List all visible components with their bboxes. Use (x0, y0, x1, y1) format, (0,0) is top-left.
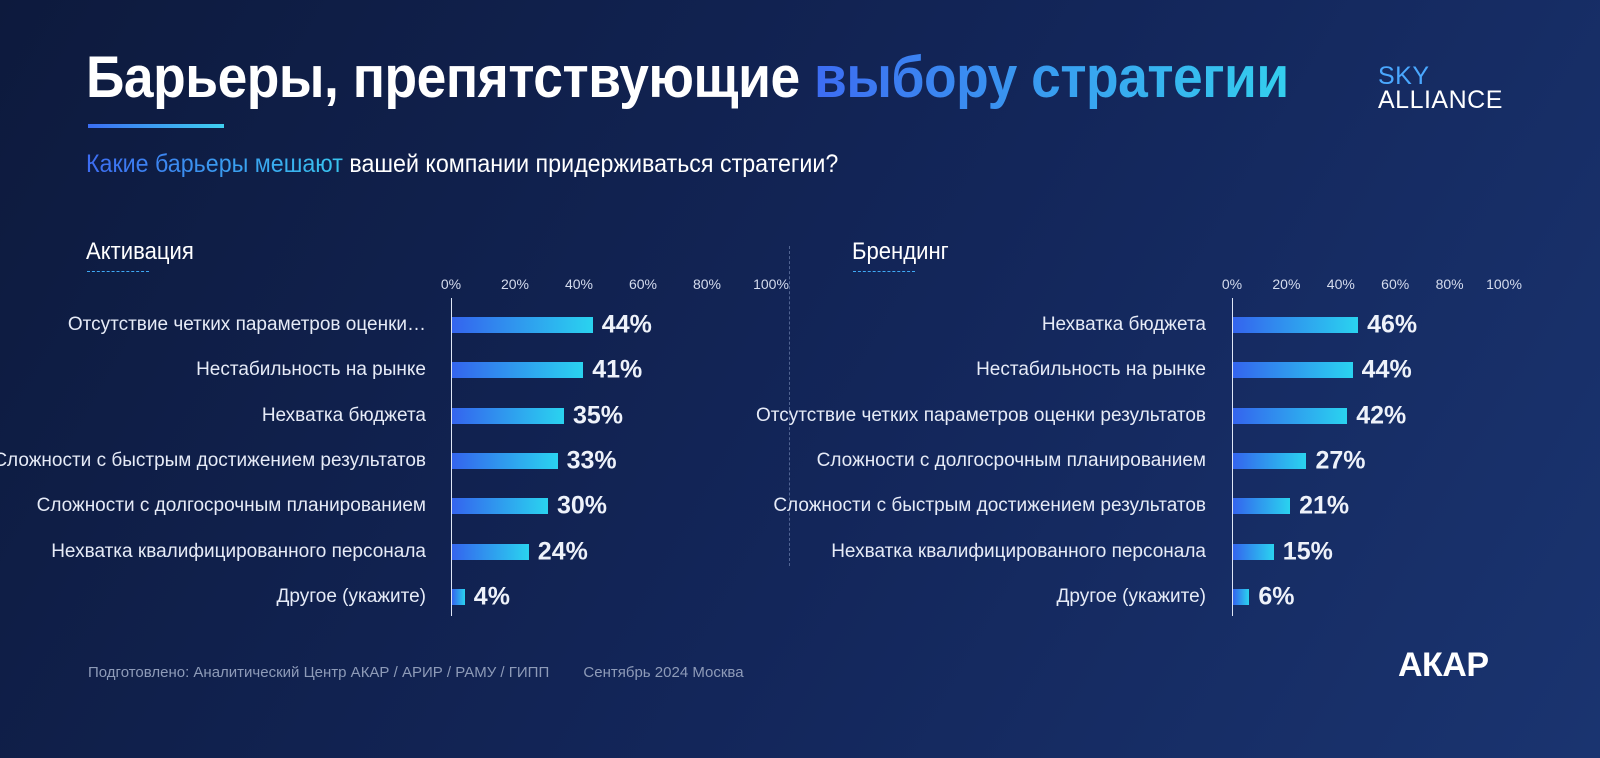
data-label: 4% (473, 582, 510, 611)
data-label: 33% (566, 446, 617, 475)
category-label: Отсутствие четких параметров оценки резу… (755, 404, 1206, 426)
footer-date: Сентябрь 2024 Москва (583, 664, 744, 681)
bar (452, 362, 584, 379)
x-tick-label: 0% (440, 276, 462, 292)
title-main: Барьеры, препятствующие (86, 45, 800, 110)
bar (1233, 362, 1353, 379)
logo-line-sky: SKY (1378, 62, 1430, 90)
footer-source-text: Подготовлено: Аналитический Центр АКАР /… (88, 664, 550, 681)
data-label: 44% (1361, 355, 1412, 384)
data-label: 44% (601, 310, 652, 339)
x-tick-label: 20% (500, 276, 530, 292)
bar (452, 452, 558, 469)
data-label: 24% (537, 537, 588, 565)
data-label: 6% (1258, 582, 1295, 611)
category-label: Сложности с долгосрочным планированием (816, 449, 1206, 471)
bar (452, 588, 465, 605)
x-tick-label: 0% (1221, 276, 1243, 292)
chart-title: Брендинг (852, 238, 949, 265)
chart-title: Активация (86, 238, 194, 265)
footer-source: Подготовлено: Аналитический Центр АКАР /… (88, 664, 744, 681)
data-label: 21% (1299, 491, 1350, 520)
data-label: 41% (592, 355, 643, 384)
bar (452, 498, 548, 515)
subtitle-rest: вашей компании придерживаться стратегии? (349, 150, 839, 178)
subtitle-accent: Какие барьеры мешают (86, 150, 343, 178)
x-tick-label: 80% (692, 276, 722, 292)
title-underline (88, 124, 224, 128)
question-subtitle: Какие барьеры мешают вашей компании прид… (86, 150, 838, 179)
bar (1233, 498, 1291, 515)
data-label: 42% (1356, 401, 1407, 430)
category-label: Нехватка квалифицированного персонала (51, 540, 426, 562)
category-label: Другое (укажите) (276, 585, 426, 607)
chart-title-underline (853, 271, 915, 272)
bar (1233, 588, 1250, 605)
bar (1233, 452, 1307, 469)
x-tick-label: 80% (1435, 276, 1464, 292)
data-label: 27% (1315, 446, 1366, 475)
bar (1233, 407, 1348, 424)
category-label: Нехватка бюджета (261, 404, 426, 426)
bar (452, 407, 564, 424)
title-accent: выбору стратегии (814, 45, 1289, 110)
bar (452, 543, 529, 560)
panel-divider (789, 246, 790, 566)
data-label: 46% (1367, 310, 1418, 339)
akap-logo: АКАР (1398, 646, 1489, 684)
y-axis-line (1232, 298, 1233, 616)
category-label: Нехватка квалифицированного персонала (831, 540, 1206, 562)
category-label: Сложности с быстрым достижением результа… (773, 495, 1206, 517)
x-tick-label: 60% (1381, 276, 1410, 292)
x-tick-label: 100% (753, 276, 789, 292)
data-label: 15% (1282, 537, 1333, 565)
page-title: Барьеры, препятствующие выбору стратегии (86, 44, 1289, 111)
category-label: Нехватка бюджета (1041, 314, 1206, 335)
category-label: Нестабильность на рынке (196, 359, 426, 381)
category-label: Другое (укажите) (1056, 585, 1206, 607)
x-tick-label: 40% (564, 276, 594, 292)
category-label: Сложности с долгосрочным планированием (36, 495, 426, 517)
bar (452, 317, 593, 333)
bar (1233, 543, 1274, 560)
logo-line-alliance: ALLIANCE (1378, 86, 1503, 114)
x-tick-label: 20% (1272, 276, 1301, 292)
data-label: 35% (573, 401, 624, 430)
data-label: 30% (557, 491, 608, 520)
x-tick-label: 60% (628, 276, 658, 292)
category-label: Сложности с быстрым достижением результа… (0, 449, 426, 471)
bar (1233, 317, 1359, 333)
y-axis-line (451, 298, 452, 616)
category-label: Нестабильность на рынке (976, 359, 1206, 381)
category-label: Отсутствие четких параметров оценки… (67, 314, 426, 335)
sky-alliance-logo: SKY ALLIANCE (1378, 62, 1503, 114)
x-tick-label: 40% (1326, 276, 1355, 292)
chart-title-underline (87, 271, 149, 272)
x-tick-label: 100% (1486, 276, 1522, 292)
